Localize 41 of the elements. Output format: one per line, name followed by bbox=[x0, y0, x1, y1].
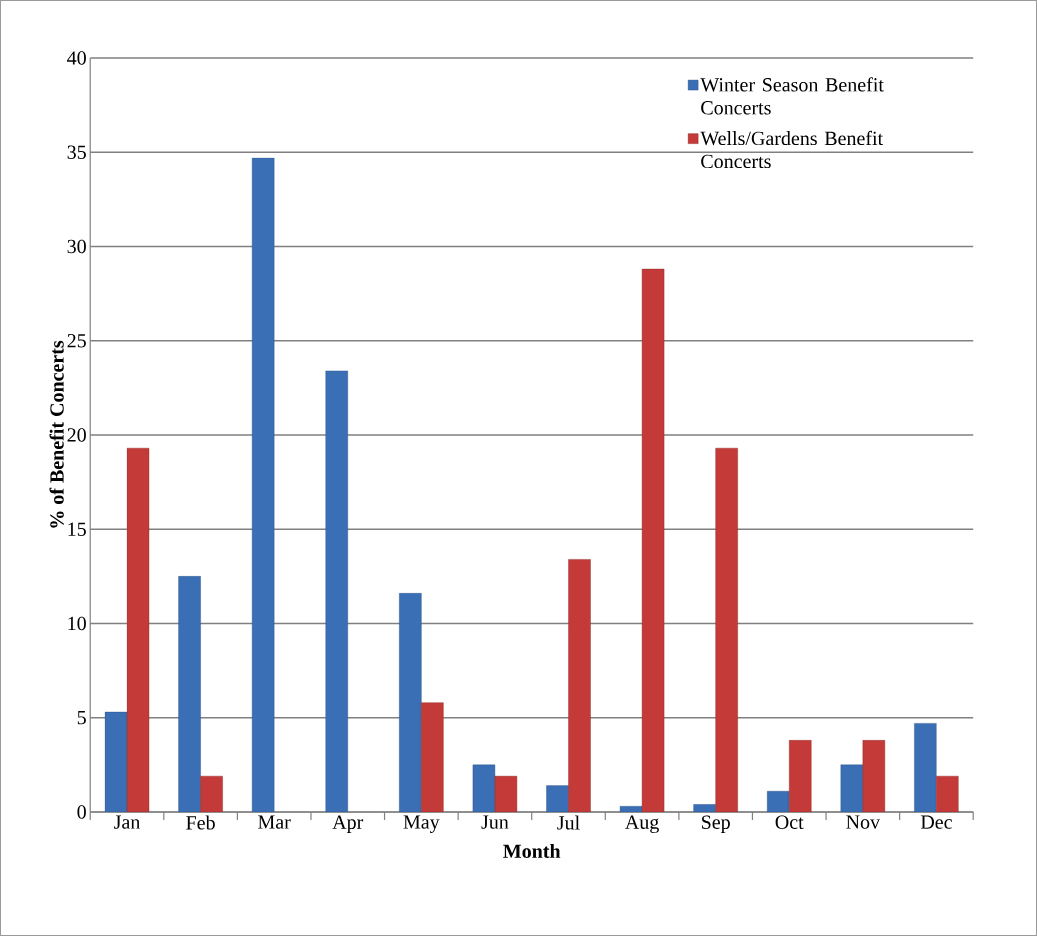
bar bbox=[840, 764, 864, 812]
bar bbox=[251, 157, 275, 812]
bar bbox=[715, 447, 738, 812]
bar bbox=[789, 740, 812, 812]
bar bbox=[325, 370, 348, 812]
y-tick-label: 10 bbox=[68, 616, 86, 631]
bar bbox=[126, 447, 150, 812]
bar bbox=[936, 775, 959, 812]
x-tick-label: May bbox=[403, 815, 440, 833]
bar bbox=[399, 593, 422, 812]
bar bbox=[546, 785, 569, 812]
y-tick-label: 20 bbox=[67, 428, 86, 442]
x-tick-label: Feb bbox=[186, 815, 215, 830]
y-tick-label: 30 bbox=[67, 239, 86, 254]
x-tick-label: Nov bbox=[846, 815, 881, 829]
x-tick-label: Mar bbox=[258, 815, 291, 829]
bar bbox=[641, 268, 665, 812]
y-tick-label: 15 bbox=[68, 522, 86, 536]
x-tick-label: Jan bbox=[114, 815, 141, 829]
legend-label: Wells/Gardens Benefit Concerts bbox=[700, 130, 884, 169]
y-tick-label: 5 bbox=[77, 711, 86, 725]
x-tick-label: Dec bbox=[920, 815, 952, 829]
x-axis-title: Month bbox=[503, 843, 561, 858]
x-tick-label: Jun bbox=[481, 815, 509, 829]
y-axis-title: % of Benefit Concerts bbox=[49, 340, 64, 528]
y-tick-label: 25 bbox=[67, 334, 86, 348]
bar bbox=[200, 775, 223, 812]
y-tick-label: 35 bbox=[67, 145, 86, 159]
y-tick-label: 0 bbox=[77, 805, 86, 819]
bar bbox=[568, 559, 591, 812]
y-tick-label: 40 bbox=[67, 51, 86, 65]
bar bbox=[914, 723, 937, 812]
bar bbox=[421, 702, 444, 812]
x-tick-label: Apr bbox=[332, 815, 364, 833]
bar bbox=[178, 576, 201, 812]
x-tick-label: Jul bbox=[557, 815, 580, 830]
x-tick-label: Sep bbox=[702, 815, 730, 834]
bar bbox=[862, 740, 886, 812]
legend-label: Winter Season Benefit Concerts bbox=[700, 77, 884, 115]
x-tick-label: Aug bbox=[625, 815, 659, 834]
x-tick-label: Oct bbox=[775, 815, 804, 829]
